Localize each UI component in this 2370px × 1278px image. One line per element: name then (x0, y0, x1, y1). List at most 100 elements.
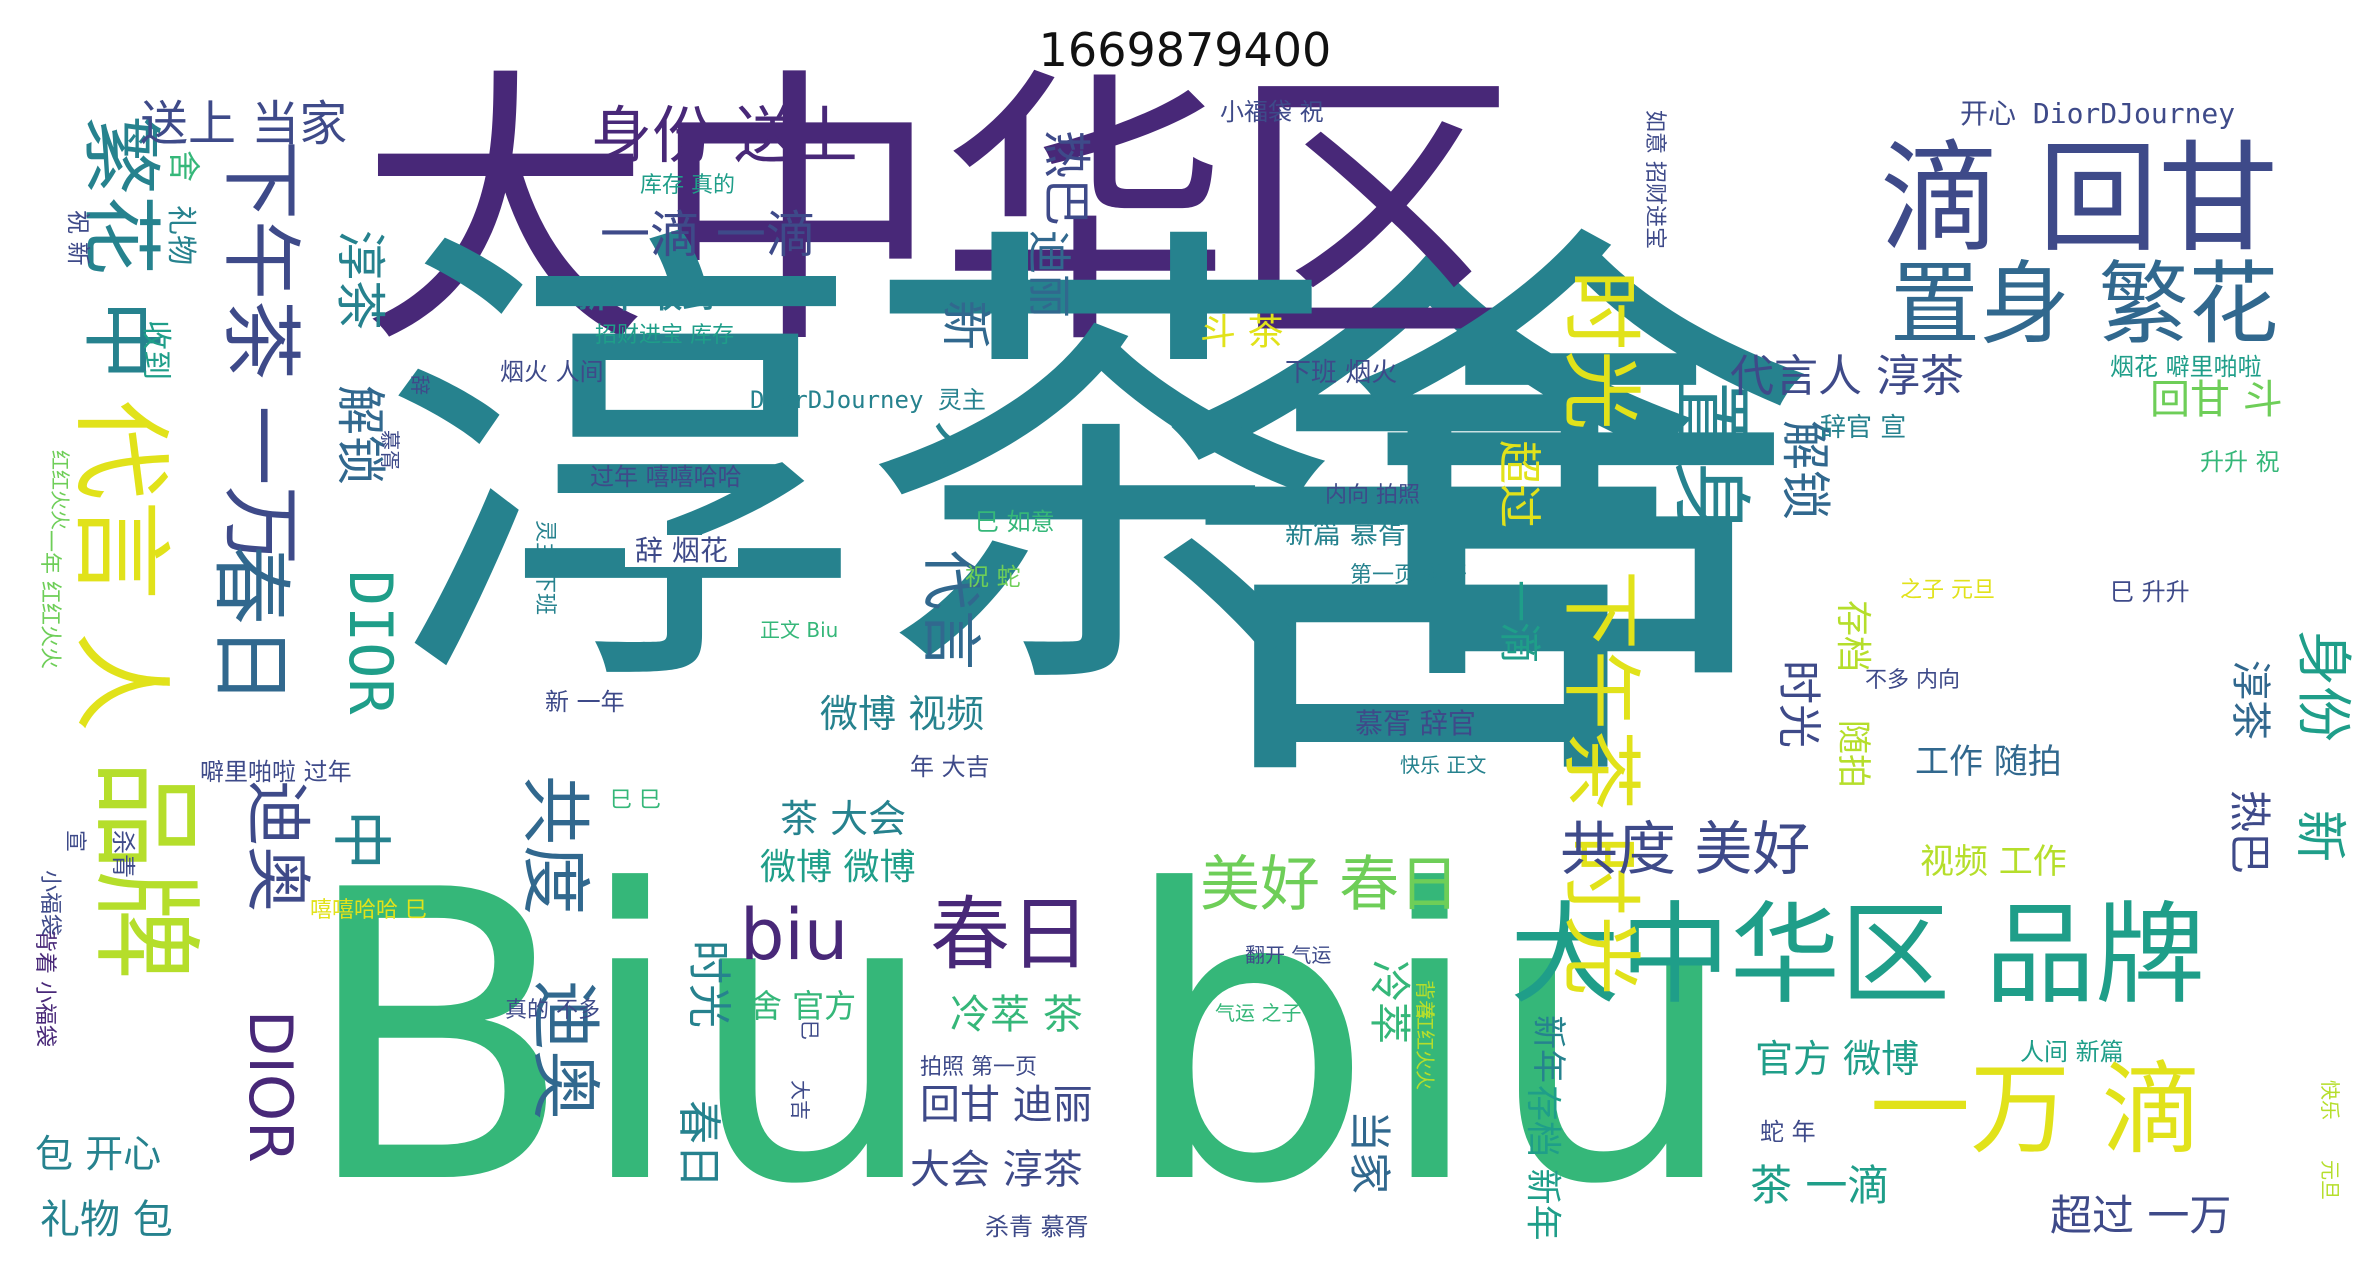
cloud-word: DIOR (335, 570, 405, 715)
cloud-word: 视频 工作 (1920, 842, 2067, 882)
cloud-word: 舍 (1150, 204, 1710, 856)
cloud-word: 超过 一万 (2050, 1191, 2232, 1240)
cloud-word: 巳 如意 (975, 508, 1055, 536)
cloud-word: 时光 (1554, 270, 1647, 430)
cloud-word: 烟花 噼里啪啦 (2110, 353, 2262, 381)
cloud-word: 微博 微博 (760, 847, 916, 888)
cloud-word: 招财进宝 库存 (595, 323, 734, 348)
cloud-word: 第一页 翻开 (1350, 563, 1467, 588)
cloud-word: 烟火 人间 (500, 358, 604, 386)
cloud-word: 新 一年 (545, 688, 625, 716)
cloud-word: 下午茶 一万 (214, 140, 307, 566)
cloud-word: DIOR (235, 1010, 305, 1163)
cloud-word: 大吉 (788, 1080, 812, 1120)
cloud-word: 回甘 斗 (2150, 377, 2283, 423)
cloud-word: 大中华区 品牌 (1510, 891, 2205, 1019)
cloud-word: 慕胥 (378, 430, 402, 470)
cloud-word: 茶 一滴 (1750, 1161, 1890, 1210)
cloud-word: 红红火火 (1413, 1010, 1437, 1090)
cloud-word: DiorDJourney 灵主 (750, 386, 986, 414)
cloud-word: 人 (925, 420, 995, 480)
cloud-word: 品牌 (81, 760, 209, 980)
cloud-word: 滴 回甘 (1880, 130, 2279, 269)
cloud-word: 舍 官方 (750, 987, 857, 1025)
cloud-word: 库存 真的 (640, 173, 735, 198)
cloud-word: 人间 新篇 (2020, 1038, 2124, 1066)
cloud-word: 收到 (138, 320, 173, 380)
cloud-word: 淳茶 (2227, 660, 2273, 740)
cloud-word: 大中华区 (360, 46, 1520, 383)
cloud-word: 杀青 慕胥 (985, 1213, 1089, 1241)
cloud-word: 巳 升升 (2110, 578, 2190, 606)
cloud-word: 快乐 (2318, 1080, 2342, 1120)
cloud-word: 辞官 宣 (1820, 413, 1907, 443)
cloud-word: 背着 小福袋 (32, 930, 57, 1047)
cloud-word: 嘻嘻哈哈 巳 (310, 898, 427, 923)
cloud-word: 冷萃 茶 (950, 992, 1083, 1038)
cloud-word: 代言人 淳茶 (1730, 351, 1964, 402)
cloud-word: 迪奥 (239, 780, 316, 912)
cloud-word: 一万 滴 (1870, 1051, 2202, 1168)
cloud-word: 官方 微博 (1755, 1037, 1920, 1081)
cloud-word: 气运 之子 (1215, 1001, 1302, 1025)
cloud-word: 淳茶 (331, 230, 389, 330)
cloud-word: 置身 (1664, 380, 1757, 540)
cloud-word: 淳茶舍 (380, 190, 1820, 749)
cloud-word: 内向 拍照 (1325, 483, 1420, 508)
cloud-word: 正文 Biu (760, 618, 839, 642)
cloud-word: 一滴 (1495, 580, 1544, 665)
cloud-word: 包 开心 (35, 1132, 162, 1176)
cloud-word: 灵主 下班 (532, 520, 557, 615)
cloud-word: 如意 招财进宝 (1642, 110, 1667, 249)
cloud-word: 小福袋 (37, 870, 62, 937)
cloud-word: 下班 烟火 (1285, 358, 1398, 388)
cloud-word: 斗 茶 (1200, 312, 1284, 353)
cloud-word: biu (1120, 807, 1739, 1272)
cloud-word: 新篇 慕胥 (1285, 517, 1406, 550)
cloud-word: 祝 新 (64, 210, 92, 266)
cloud-word: Biu (300, 807, 940, 1272)
cloud-word: 一滴 一滴 (600, 206, 816, 264)
cloud-word: 春日 (204, 545, 297, 705)
cloud-word: 美好 春日 (1200, 850, 1460, 920)
cloud-word: 小福袋 祝 (1220, 98, 1324, 126)
cloud-word: 茶 大会 (780, 797, 907, 841)
cloud-word: 新年 (1528, 1015, 1568, 1083)
cloud-word: 祝 蛇 (965, 563, 1021, 591)
cloud-word: 新年 收到 (575, 277, 715, 315)
cloud-word: 不多 内向 (1865, 668, 1960, 693)
cloud-word: 礼物 包 (40, 1197, 173, 1243)
cloud-word: biu (740, 894, 849, 976)
cloud-word: 身份 (2290, 630, 2355, 742)
cloud-word: 年 大吉 (910, 753, 990, 781)
cloud-word: 存档 (1832, 600, 1873, 673)
cloud-word: 辞 烟花 (625, 535, 738, 567)
figure-title: 1669879400 (1038, 23, 1332, 77)
cloud-word: 噼里啪啦 过年 (200, 758, 352, 786)
cloud-word: 存档 新年 (1522, 1085, 1563, 1241)
cloud-word: 超过 (1493, 440, 1544, 528)
cloud-word: 真的 不多 (505, 998, 600, 1023)
cloud-word: 身份 送上 (590, 99, 858, 172)
cloud-word: 舍 (165, 150, 203, 183)
cloud-word: 红红火火 (48, 450, 72, 530)
cloud-word: 微博 视频 (820, 692, 985, 736)
cloud-word: 礼物 (163, 205, 198, 265)
cloud-word: 背着 (1413, 980, 1437, 1020)
cloud-word: 中 (325, 810, 395, 870)
cloud-word: 迪丽 (1023, 230, 1074, 318)
cloud-word: 春日 (673, 1100, 724, 1188)
cloud-word: 下午茶 时光 (1554, 570, 1647, 996)
cloud-word: 新 (2289, 810, 2349, 863)
cloud-word: 春日 (930, 888, 1090, 981)
cloud-word: 巳 巳 (610, 788, 661, 813)
cloud-word: 慕胥 辞官 (1355, 707, 1476, 740)
cloud-word: 拍照 第一页 (920, 1055, 1037, 1080)
cloud-word: 一年 红红火火 (37, 530, 62, 669)
cloud-word: 热巴 (1038, 130, 1094, 227)
cloud-word: 冷萃 (1365, 960, 1414, 1045)
cloud-word: 共度 (514, 775, 596, 915)
cloud-word: 过年 嘻嘻哈哈 (590, 463, 742, 491)
cloud-word: 随拍 (1833, 720, 1873, 788)
cloud-word: 蛇 年 (1760, 1118, 1816, 1146)
